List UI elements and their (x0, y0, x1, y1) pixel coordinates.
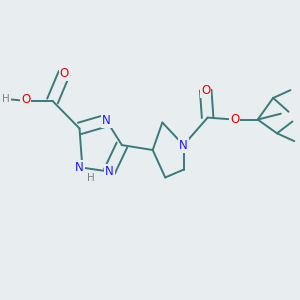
Text: O: O (59, 67, 69, 80)
Text: H: H (87, 173, 95, 184)
Text: N: N (75, 161, 84, 174)
Text: N: N (102, 114, 111, 127)
Text: O: O (21, 93, 30, 106)
Text: N: N (105, 165, 114, 178)
Text: O: O (201, 84, 210, 97)
Text: H: H (2, 94, 10, 104)
Text: O: O (230, 113, 239, 126)
Text: N: N (179, 139, 188, 152)
